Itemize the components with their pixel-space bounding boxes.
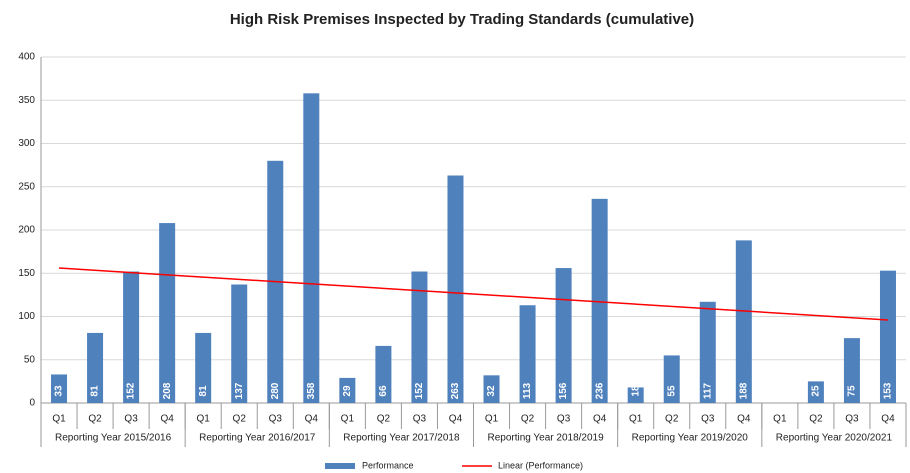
data-label: 236 [594,382,605,399]
y-tick-label: 150 [18,268,35,279]
data-label: 358 [306,382,317,399]
bar [627,387,644,403]
y-tick-label: 100 [18,311,35,322]
data-label: 137 [234,382,245,399]
data-label: 280 [270,382,281,399]
y-tick-label: 400 [18,52,35,63]
data-label: 188 [738,382,749,399]
x-tick-label: Q1 [773,414,787,425]
x-tick-label: Q4 [593,414,607,425]
group-label: Reporting Year 2016/2017 [199,433,316,444]
data-label: 81 [90,385,101,397]
x-tick-label: Q4 [881,414,895,425]
legend-swatch [325,463,355,469]
bar [159,223,176,403]
data-label: 152 [414,382,425,399]
bar [411,271,428,403]
data-label: 208 [162,382,173,399]
x-tick-label: Q2 [521,414,535,425]
bar [699,301,716,403]
x-tick-label: Q2 [233,414,247,425]
y-tick-label: 300 [18,138,35,149]
x-tick-label: Q4 [160,414,174,425]
bar [51,374,68,403]
trendline [58,267,889,321]
data-label: 29 [342,385,353,397]
data-label: 263 [450,382,461,399]
bar [195,332,212,403]
y-tick-label: 50 [24,354,36,365]
x-tick-label: Q3 [269,414,283,425]
bar [663,355,680,403]
data-label: 33 [54,385,65,397]
x-tick-label: Q3 [557,414,571,425]
bar [735,240,752,403]
data-label: 152 [126,382,137,399]
chart-title: High Risk Premises Inspected by Trading … [230,11,694,28]
bar [483,375,500,403]
group-label: Reporting Year 2019/2020 [632,433,749,444]
bar [231,284,248,403]
x-tick-label: Q2 [88,414,102,425]
y-tick-label: 0 [29,398,35,409]
data-label: 113 [522,382,533,399]
bar [339,377,356,403]
x-tick-label: Q1 [485,414,499,425]
x-tick-label: Q3 [413,414,427,425]
data-label: 117 [702,382,713,399]
x-tick-label: Q4 [449,414,463,425]
group-label: Reporting Year 2017/2018 [343,433,460,444]
x-tick-label: Q4 [305,414,319,425]
x-tick-label: Q3 [701,414,715,425]
x-tick-label: Q1 [341,414,355,425]
bar [555,268,572,403]
bar [375,345,392,403]
data-label: 75 [847,385,858,397]
bar [447,175,464,403]
x-tick-label: Q4 [737,414,751,425]
data-label: 81 [198,385,209,397]
bar [519,305,536,403]
y-tick-label: 350 [18,95,35,106]
bar [843,338,860,403]
group-label: Reporting Year 2020/2021 [776,433,893,444]
data-label: 153 [883,382,894,399]
x-tick-label: Q3 [124,414,138,425]
x-tick-label: Q1 [197,414,211,425]
legend-label: Performance [362,460,414,470]
x-tick-label: Q2 [377,414,391,425]
x-tick-label: Q1 [629,414,643,425]
data-label: 32 [486,385,497,397]
data-label: 156 [558,382,569,399]
x-tick-label: Q1 [52,414,66,425]
data-label: 55 [666,385,677,397]
data-label: 66 [378,385,389,397]
x-tick-label: Q2 [809,414,823,425]
y-tick-label: 200 [18,225,35,236]
bar [303,93,320,403]
bar [87,332,104,403]
bar [591,198,608,403]
bar [807,381,824,403]
data-label: 18 [630,385,641,397]
x-tick-label: Q3 [845,414,859,425]
bar [123,271,140,403]
group-label: Reporting Year 2015/2016 [55,433,172,444]
x-tick-label: Q2 [665,414,679,425]
bar [879,270,896,403]
data-label: 25 [811,385,822,397]
group-label: Reporting Year 2018/2019 [487,433,604,444]
y-tick-label: 250 [18,181,35,192]
legend-label: Linear (Performance) [498,460,583,470]
